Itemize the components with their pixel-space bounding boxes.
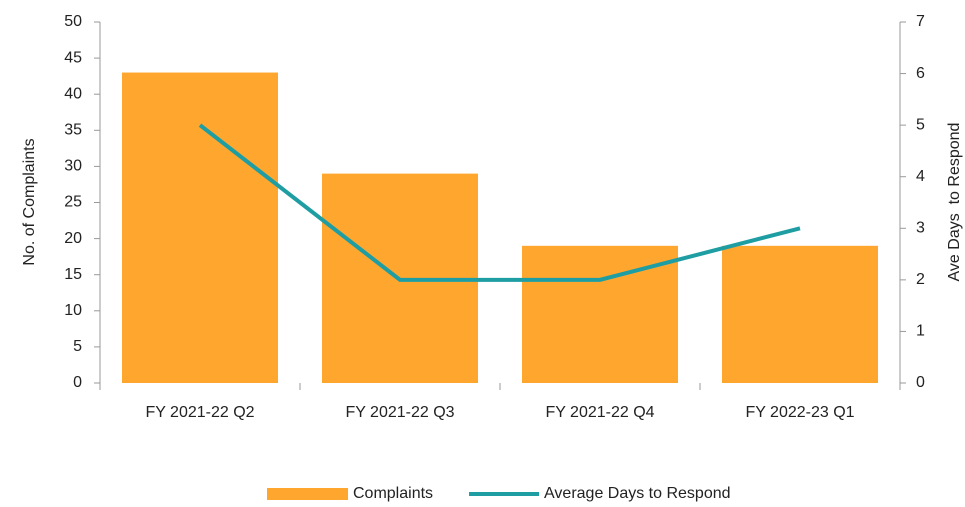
y-tick-label: 40 xyxy=(64,85,82,102)
y-tick-label: 20 xyxy=(64,230,82,247)
y2-tick-label: 5 xyxy=(916,116,925,133)
legend-label: Average Days to Respond xyxy=(544,485,730,502)
y-tick-label: 5 xyxy=(73,338,82,355)
bar xyxy=(722,245,878,383)
y-tick-label: 25 xyxy=(64,194,82,211)
y-tick-label: 10 xyxy=(64,302,82,319)
bar xyxy=(122,72,278,383)
bar xyxy=(522,245,678,383)
x-tick-label: FY 2022-23 Q1 xyxy=(745,404,854,421)
y2-axis-title: Ave Days to Respond xyxy=(946,123,963,282)
y-axis-title: No. of Complaints xyxy=(21,138,38,265)
x-tick-label: FY 2021-22 Q4 xyxy=(545,404,654,421)
line xyxy=(198,123,801,282)
legend-swatch xyxy=(267,488,348,500)
y-tick-label: 50 xyxy=(64,13,82,30)
y2-tick-label: 3 xyxy=(916,220,925,237)
y-tick-label: 0 xyxy=(73,374,82,391)
y-tick-label: 15 xyxy=(64,266,82,283)
y2-tick-label: 2 xyxy=(916,271,925,288)
y-tick-label: 35 xyxy=(64,122,82,139)
y-tick-label: 30 xyxy=(64,158,82,175)
y-tick-label: 45 xyxy=(64,49,82,66)
y2-tick-label: 6 xyxy=(916,65,925,82)
x-tick-label: FY 2021-22 Q3 xyxy=(345,404,454,421)
x-tick-label: FY 2021-22 Q2 xyxy=(145,404,254,421)
y2-tick-label: 1 xyxy=(916,323,925,340)
y2-tick-label: 4 xyxy=(916,168,925,185)
legend-label: Complaints xyxy=(353,485,433,502)
y2-tick-label: 7 xyxy=(916,13,925,30)
y2-tick-label: 0 xyxy=(916,374,925,391)
